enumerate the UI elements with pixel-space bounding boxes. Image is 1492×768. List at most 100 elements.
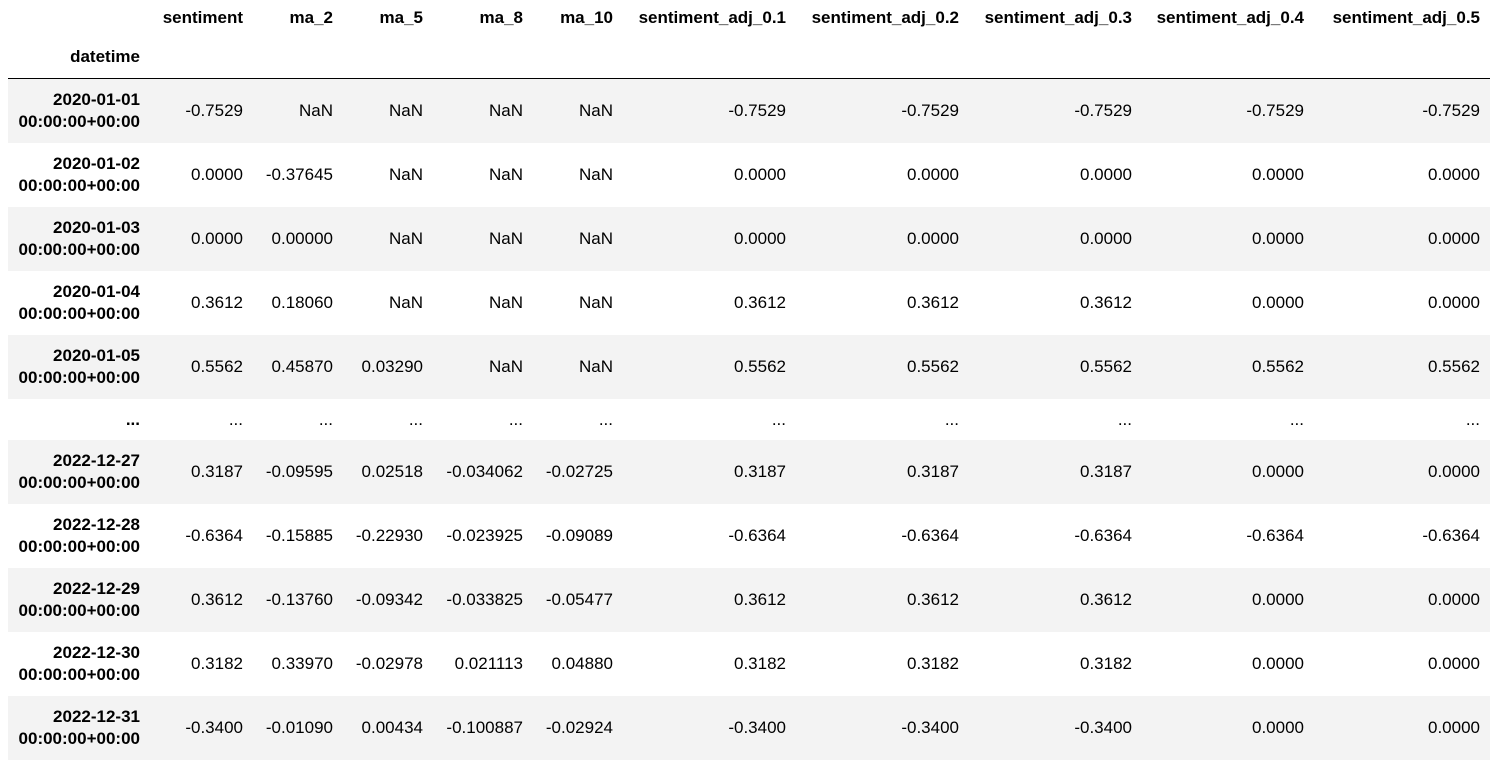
table-body: 2020-01-01 00:00:00+00:00 -0.7529 NaN NaN NaN… — [8, 78, 1490, 760]
ellipsis-cell: ... — [944, 409, 959, 429]
table-cell: NaN — [488, 229, 523, 248]
row-index-date: 2022-12-28 — [53, 515, 140, 534]
table-cell: -0.3400 — [185, 718, 243, 737]
table-cell: NaN — [578, 357, 613, 376]
table-cell: 0.0000 — [1252, 229, 1304, 248]
table-cell: -0.7529 — [901, 101, 959, 120]
table-cell: 0.3182 — [191, 654, 243, 673]
row-index-date: 2022-12-30 — [53, 643, 140, 662]
table-cell: 0.3612 — [907, 293, 959, 312]
row-index-time: 00:00:00+00:00 — [18, 240, 140, 259]
index-name: datetime — [8, 36, 150, 79]
table-cell: 0.3182 — [907, 654, 959, 673]
table-cell: 0.3612 — [1080, 293, 1132, 312]
table-cell: -0.7529 — [185, 101, 243, 120]
table-cell: -0.7529 — [728, 101, 786, 120]
table-cell: 0.3612 — [907, 590, 959, 609]
index-name-row: datetime — [8, 36, 1490, 79]
table-cell: 0.3187 — [191, 462, 243, 481]
row-index: 2020-01-01 00:00:00+00:00 — [8, 79, 150, 144]
column-header: sentiment_adj_0.5 — [1332, 8, 1480, 27]
row-index-time: 00:00:00+00:00 — [18, 473, 140, 492]
table-cell: -0.13760 — [265, 590, 333, 609]
table-row: 2020-01-02 00:00:00+00:00 0.0000 -0.37645 Na… — [8, 143, 1490, 207]
table-cell: 0.3612 — [734, 590, 786, 609]
column-header: sentiment_adj_0.2 — [811, 8, 959, 27]
column-header: sentiment — [162, 8, 243, 27]
column-header: sentiment_adj_0.4 — [1156, 8, 1304, 27]
table-cell: -0.15885 — [265, 526, 333, 545]
table-row: 2022-12-29 00:00:00+00:00 0.3612 -0.13760 -0… — [8, 568, 1490, 632]
row-index-time: 00:00:00+00:00 — [18, 176, 140, 195]
table-cell: 0.0000 — [1428, 654, 1480, 673]
table-header: sentiment ma_2 ma_5 ma_8 ma_10 sentiment… — [8, 0, 1490, 79]
table-row: 2020-01-03 00:00:00+00:00 0.0000 0.00000 NaN… — [8, 207, 1490, 271]
table-cell: -0.02924 — [545, 718, 613, 737]
table-cell: -0.3400 — [901, 718, 959, 737]
row-index-time: 00:00:00+00:00 — [18, 112, 140, 131]
row-index-date: 2020-01-04 — [53, 282, 140, 301]
table-cell: -0.034062 — [446, 462, 523, 481]
ellipsis-cell: ... — [598, 409, 613, 429]
row-index: 2022-12-27 00:00:00+00:00 — [8, 440, 150, 504]
ellipsis-cell: ... — [318, 409, 333, 429]
table-cell: 0.0000 — [1428, 590, 1480, 609]
table-cell: -0.02978 — [355, 654, 423, 673]
table-cell: 0.5562 — [191, 357, 243, 376]
index-header-blank — [8, 0, 150, 36]
table-cell: 0.021113 — [454, 654, 523, 673]
table-cell: 0.0000 — [191, 165, 243, 184]
table-cell: -0.6364 — [901, 526, 959, 545]
table-cell: 0.18060 — [271, 293, 333, 312]
row-index: 2020-01-05 00:00:00+00:00 — [8, 335, 150, 399]
table-cell: NaN — [388, 165, 423, 184]
table-cell: 0.0000 — [1428, 462, 1480, 481]
table-cell: -0.033825 — [446, 590, 523, 609]
table-cell: -0.01090 — [265, 718, 333, 737]
table-cell: 0.04880 — [551, 654, 613, 673]
row-index: 2022-12-28 00:00:00+00:00 — [8, 504, 150, 568]
table-cell: NaN — [488, 293, 523, 312]
table-cell: 0.0000 — [1428, 165, 1480, 184]
table-cell: NaN — [578, 293, 613, 312]
row-index: 2022-12-30 00:00:00+00:00 — [8, 632, 150, 696]
ellipsis-cell: ... — [771, 409, 786, 429]
table-cell: -0.05477 — [545, 590, 613, 609]
row-index-date: 2020-01-02 — [53, 154, 140, 173]
table-cell: 0.3182 — [1080, 654, 1132, 673]
row-index-date: 2022-12-27 — [53, 451, 140, 470]
table-cell: 0.5562 — [907, 357, 959, 376]
table-cell: 0.0000 — [1252, 293, 1304, 312]
table-cell: -0.7529 — [1422, 101, 1480, 120]
table-cell: -0.3400 — [728, 718, 786, 737]
table-cell: NaN — [388, 293, 423, 312]
ellipsis-cell: ... — [1289, 409, 1304, 429]
row-index: 2020-01-03 00:00:00+00:00 — [8, 207, 150, 271]
table-cell: 0.3612 — [734, 293, 786, 312]
table-cell: 0.0000 — [907, 165, 959, 184]
table-row: 2020-01-04 00:00:00+00:00 0.3612 0.18060 NaN… — [8, 271, 1490, 335]
table-row: 2020-01-05 00:00:00+00:00 0.5562 0.45870 0.0… — [8, 335, 1490, 399]
ellipsis-cell: ... — [228, 409, 243, 429]
table-cell: 0.3612 — [191, 293, 243, 312]
table-cell: 0.45870 — [271, 357, 333, 376]
column-header: sentiment_adj_0.3 — [984, 8, 1132, 27]
row-index-time: 00:00:00+00:00 — [18, 729, 140, 748]
table-cell: 0.3182 — [734, 654, 786, 673]
table-row: 2022-12-31 00:00:00+00:00 -0.3400 -0.01090 0… — [8, 696, 1490, 760]
row-index-time: 00:00:00+00:00 — [18, 368, 140, 387]
ellipsis-cell: ... — [408, 409, 423, 429]
table-cell: 0.00000 — [271, 229, 333, 248]
table-cell: 0.03290 — [361, 357, 423, 376]
table-cell: -0.09595 — [265, 462, 333, 481]
table-cell: 0.0000 — [1080, 229, 1132, 248]
table-cell: NaN — [298, 101, 333, 120]
table-cell: 0.0000 — [1428, 718, 1480, 737]
ellipsis-cell: ... — [125, 409, 140, 429]
table-cell: 0.0000 — [191, 229, 243, 248]
table-cell: -0.7529 — [1246, 101, 1304, 120]
table-cell: 0.33970 — [271, 654, 333, 673]
table-cell: -0.6364 — [1422, 526, 1480, 545]
row-index: 2022-12-31 00:00:00+00:00 — [8, 696, 150, 760]
table-row: 2022-12-27 00:00:00+00:00 0.3187 -0.09595 0.… — [8, 440, 1490, 504]
